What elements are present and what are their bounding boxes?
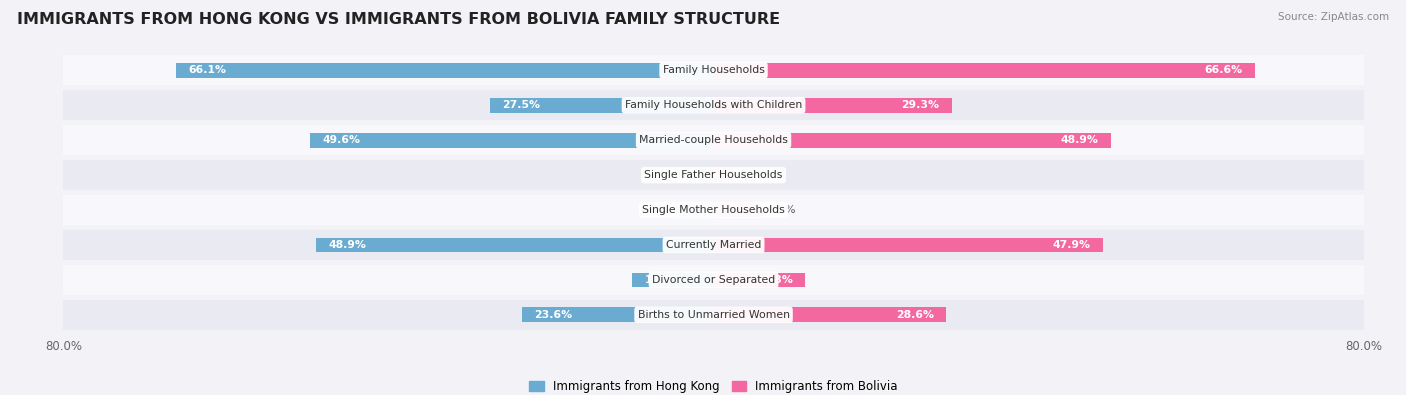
Bar (522, 307, 713, 322)
Text: 49.6%: 49.6% (322, 135, 360, 145)
Bar (63, 125, 1364, 155)
Bar (63, 265, 1364, 295)
Bar (713, 133, 1111, 147)
Bar (713, 203, 762, 217)
Text: IMMIGRANTS FROM HONG KONG VS IMMIGRANTS FROM BOLIVIA FAMILY STRUCTURE: IMMIGRANTS FROM HONG KONG VS IMMIGRANTS … (17, 12, 780, 27)
Text: 23.6%: 23.6% (534, 310, 572, 320)
Bar (713, 98, 952, 113)
Text: 2.3%: 2.3% (738, 170, 766, 180)
Text: Family Households: Family Households (662, 65, 765, 75)
Text: 66.1%: 66.1% (188, 65, 226, 75)
Text: Births to Unmarried Women: Births to Unmarried Women (637, 310, 790, 320)
Bar (491, 98, 713, 113)
Text: 29.3%: 29.3% (901, 100, 939, 110)
Bar (63, 300, 1364, 330)
Text: Family Households with Children: Family Households with Children (624, 100, 803, 110)
Text: 48.9%: 48.9% (1062, 135, 1099, 145)
Bar (713, 63, 1256, 78)
Text: 47.9%: 47.9% (1053, 240, 1091, 250)
Text: Divorced or Separated: Divorced or Separated (652, 275, 775, 285)
Bar (63, 90, 1364, 120)
Text: 5.9%: 5.9% (768, 205, 796, 215)
Text: Currently Married: Currently Married (666, 240, 761, 250)
Text: 66.6%: 66.6% (1205, 65, 1243, 75)
Bar (311, 133, 713, 147)
Text: 4.8%: 4.8% (641, 205, 668, 215)
Bar (713, 273, 806, 287)
Bar (675, 203, 713, 217)
Bar (176, 63, 713, 78)
Text: Single Father Households: Single Father Households (644, 170, 783, 180)
Bar (713, 307, 946, 322)
Bar (63, 160, 1364, 190)
Text: 11.3%: 11.3% (755, 275, 793, 285)
Bar (713, 168, 733, 182)
Bar (63, 55, 1364, 85)
Bar (633, 273, 713, 287)
Bar (699, 168, 713, 182)
Text: Married-couple Households: Married-couple Households (640, 135, 787, 145)
Text: 27.5%: 27.5% (502, 100, 540, 110)
Text: 10.0%: 10.0% (644, 275, 682, 285)
Text: 1.8%: 1.8% (665, 170, 692, 180)
Legend: Immigrants from Hong Kong, Immigrants from Bolivia: Immigrants from Hong Kong, Immigrants fr… (530, 380, 897, 393)
Bar (316, 238, 713, 252)
Text: Single Mother Households: Single Mother Households (643, 205, 785, 215)
Text: 48.9%: 48.9% (328, 240, 366, 250)
Bar (713, 238, 1102, 252)
Bar (63, 195, 1364, 225)
Bar (63, 230, 1364, 260)
Text: 28.6%: 28.6% (896, 310, 934, 320)
Text: Source: ZipAtlas.com: Source: ZipAtlas.com (1278, 12, 1389, 22)
